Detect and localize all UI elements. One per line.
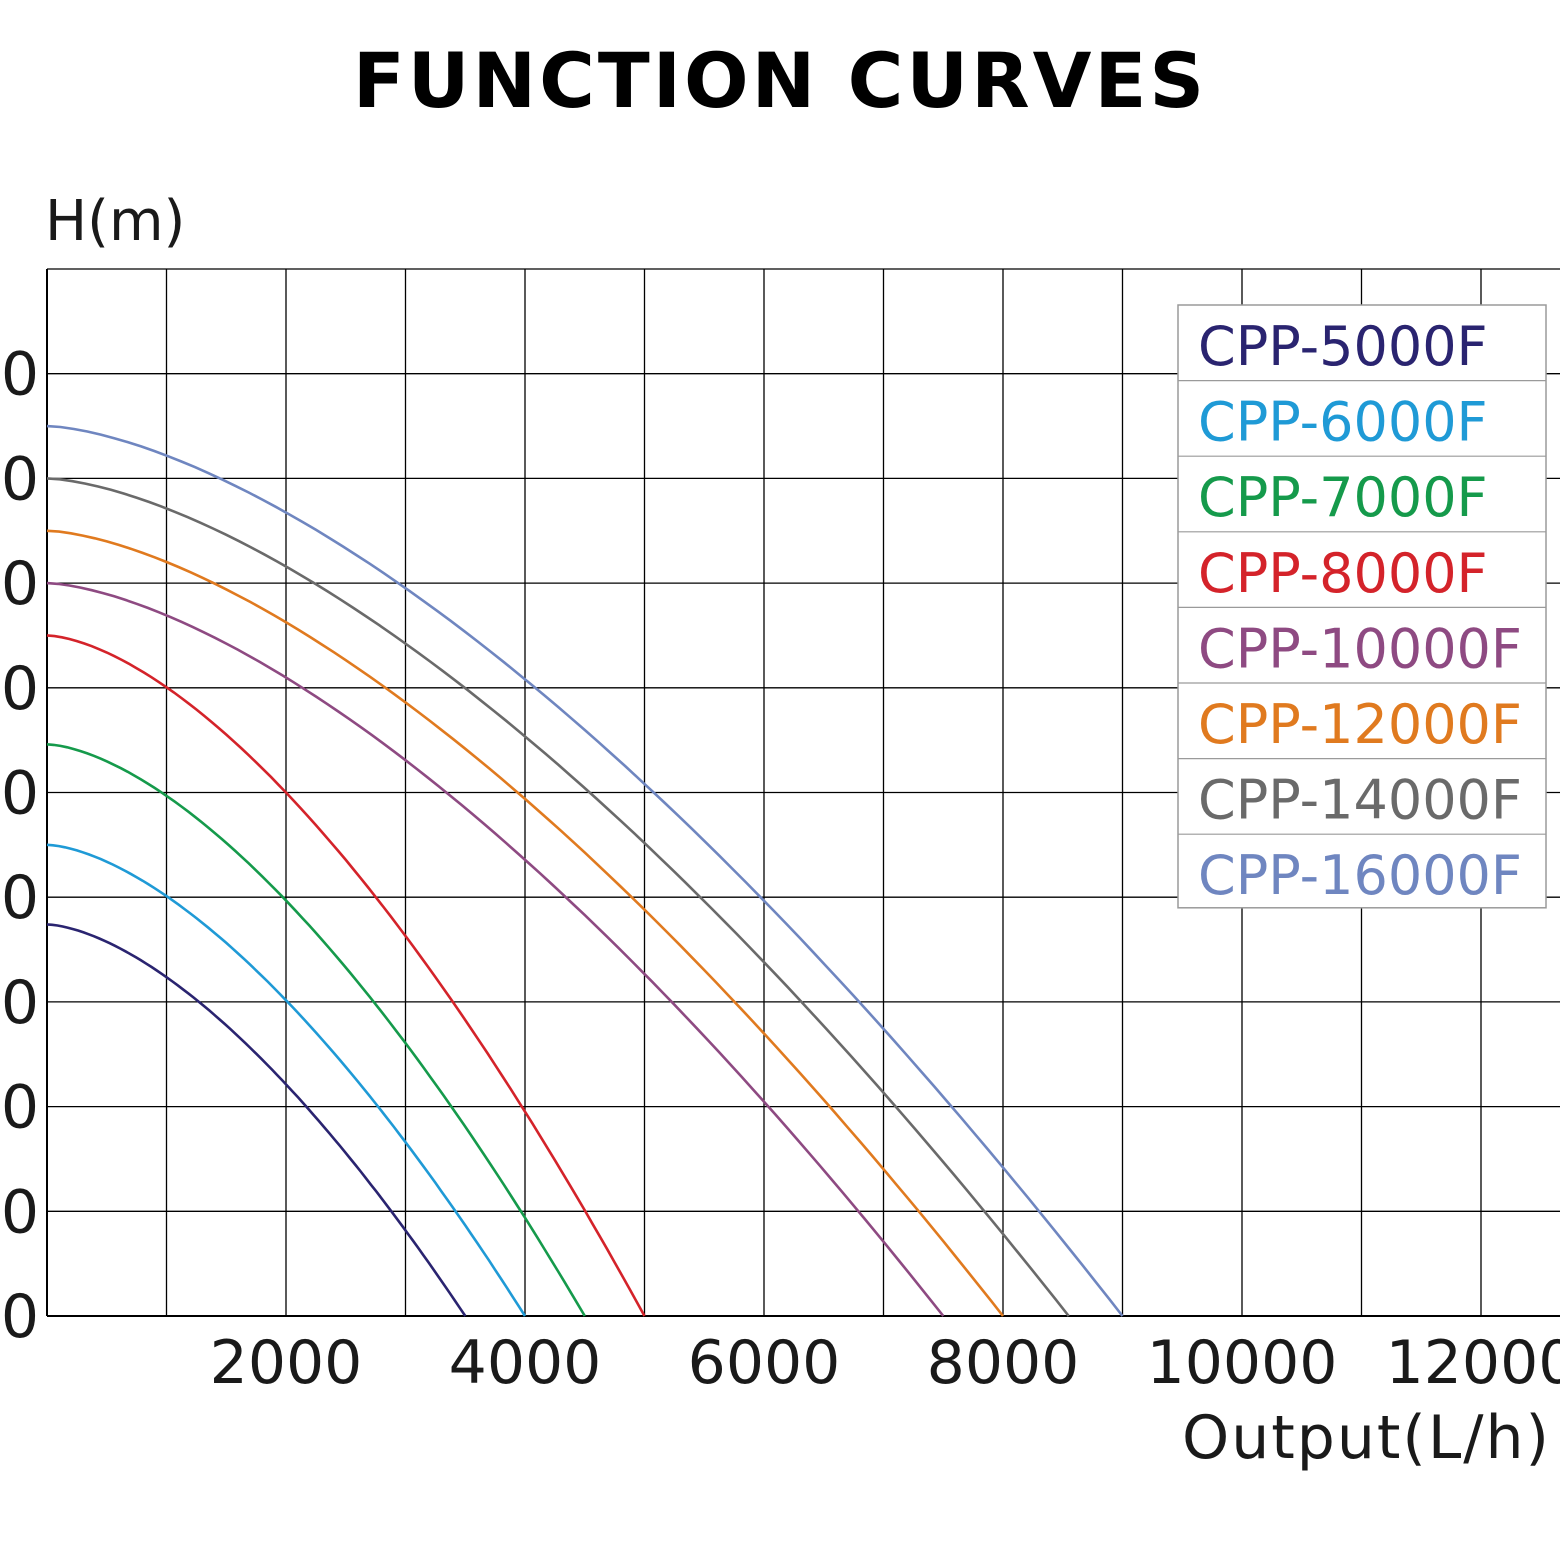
series-line-cpp-12000f [46, 529, 1005, 1317]
x-axis-label: Output(L/h) [1182, 1403, 1551, 1473]
y-tick-label: .0 [0, 863, 39, 933]
y-axis-label: H(m) [45, 189, 185, 254]
x-tick-label: 12000 [1386, 1328, 1560, 1398]
legend-entry: CPP-12000F [1198, 693, 1522, 756]
y-tick-label: 0 [1, 1282, 39, 1352]
series-line-cpp-14000f [46, 477, 1070, 1317]
x-tick-label: 10000 [1147, 1328, 1338, 1398]
series-line-cpp-16000f [46, 424, 1124, 1317]
x-tick-label: 8000 [927, 1328, 1080, 1398]
y-tick-label: .0 [0, 1177, 39, 1247]
legend-entry: CPP-14000F [1198, 769, 1522, 832]
x-tick-label: 2000 [210, 1328, 363, 1398]
y-tick-label: .0 [0, 654, 39, 724]
legend-entry: CPP-6000F [1198, 391, 1488, 454]
curves [46, 424, 1124, 1317]
legend-entry: CPP-16000F [1198, 844, 1522, 907]
legend-entry: CPP-10000F [1198, 617, 1522, 680]
legend-box [1177, 304, 1547, 909]
series-line-cpp-6000f [46, 843, 527, 1317]
y-tick-label: .0 [0, 549, 39, 619]
legend-entry: CPP-7000F [1198, 466, 1488, 529]
axes: H(m) Output(L/h) 2000 4000 6000 8000 10000 12… [0, 189, 1560, 1473]
y-tick-label: .0 [0, 1073, 39, 1143]
y-tick-label: .0 [0, 444, 39, 514]
series-line-cpp-10000f [46, 581, 945, 1317]
x-tick-label: 6000 [688, 1328, 841, 1398]
chart-title: FUNCTION CURVES [352, 36, 1208, 125]
y-tick-label: .0 [0, 968, 39, 1038]
series-line-cpp-5000f [46, 923, 467, 1317]
legend: CPP-5000F CPP-6000F CPP-7000F CPP-8000F CPP-… [1177, 304, 1547, 909]
series-line-cpp-8000f [46, 634, 646, 1317]
y-tick-label: .0 [0, 759, 39, 829]
series-line-cpp-7000f [46, 743, 586, 1317]
legend-entry: CPP-5000F [1198, 315, 1488, 378]
legend-entry: CPP-8000F [1198, 542, 1488, 605]
y-tick-label: .0 [0, 340, 39, 410]
x-tick-label: 4000 [449, 1328, 602, 1398]
